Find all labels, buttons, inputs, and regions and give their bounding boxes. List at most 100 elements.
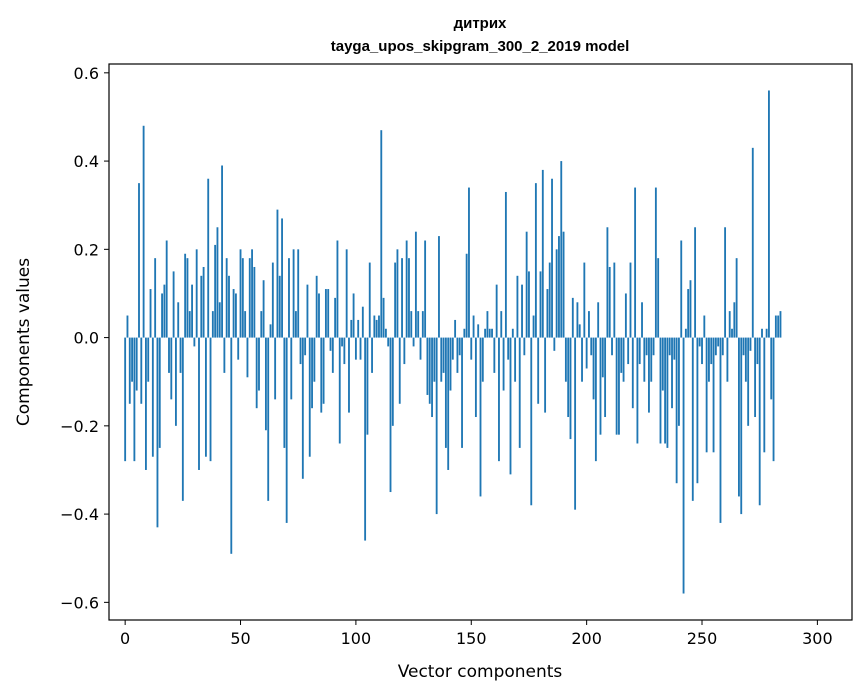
- bar: [634, 187, 637, 338]
- bar: [172, 271, 175, 338]
- bar: [283, 337, 286, 448]
- bar: [523, 337, 526, 356]
- bar: [682, 337, 685, 594]
- bar: [675, 337, 678, 484]
- bar: [687, 289, 690, 338]
- bar: [698, 337, 701, 347]
- bar: [234, 293, 237, 338]
- bar: [629, 262, 632, 338]
- bar: [756, 337, 759, 365]
- bar: [555, 249, 558, 338]
- bar: [258, 337, 260, 391]
- y-tick-label: −0.6: [60, 593, 99, 612]
- bar: [306, 284, 309, 338]
- y-axis-ticks: −0.6 −0.4 −0.2 0.0 0.2 0.4 0.6: [60, 64, 109, 612]
- bar: [657, 258, 660, 338]
- bar: [230, 337, 233, 554]
- bar: [694, 227, 697, 338]
- x-tick-label: 100: [341, 629, 372, 648]
- x-axis-ticks: 0 50 100 150 200 250 300: [120, 620, 833, 648]
- bars-group: [124, 90, 782, 594]
- bar: [142, 125, 145, 338]
- bar: [491, 328, 493, 338]
- bar: [719, 337, 722, 523]
- bar: [204, 337, 207, 457]
- bar: [391, 337, 394, 426]
- bar: [431, 337, 433, 418]
- bar: [742, 337, 745, 356]
- bar: [696, 337, 699, 484]
- bar: [500, 311, 503, 338]
- bar: [502, 337, 505, 391]
- bar: [255, 337, 258, 409]
- bar: [133, 337, 136, 462]
- bar: [749, 337, 752, 351]
- bar: [733, 302, 736, 338]
- bar: [638, 337, 641, 365]
- bar: [193, 337, 196, 347]
- bar: [186, 258, 189, 338]
- bar: [315, 275, 318, 338]
- bar: [558, 236, 560, 338]
- bar: [511, 328, 514, 338]
- bar: [168, 337, 170, 373]
- bar: [507, 337, 510, 360]
- bar: [705, 337, 708, 453]
- bar: [378, 315, 380, 338]
- bar: [564, 337, 567, 382]
- bar: [232, 289, 235, 338]
- bar: [124, 337, 127, 462]
- bar: [161, 293, 163, 338]
- bar: [666, 337, 669, 448]
- bar: [438, 236, 440, 338]
- y-tick-label: 0.6: [74, 64, 99, 83]
- bar: [181, 337, 184, 501]
- bar: [576, 302, 579, 338]
- bar: [569, 337, 572, 440]
- bar: [191, 284, 193, 338]
- bar: [290, 337, 293, 400]
- bar: [758, 337, 761, 506]
- bar: [401, 258, 403, 338]
- bar: [724, 227, 727, 338]
- bar: [474, 337, 477, 418]
- bar: [151, 337, 154, 457]
- plot-frame: [108, 63, 853, 621]
- bar: [447, 337, 450, 470]
- bar: [218, 302, 221, 338]
- bar: [324, 289, 327, 338]
- bar: [530, 337, 533, 506]
- bar: [260, 311, 263, 338]
- bar: [456, 337, 459, 373]
- bar: [336, 240, 339, 338]
- bar: [588, 311, 590, 338]
- bar: [735, 258, 738, 338]
- bar: [327, 289, 330, 338]
- bar: [188, 311, 191, 338]
- bar: [380, 130, 383, 338]
- bar: [754, 337, 757, 418]
- bar: [498, 337, 500, 462]
- bar: [200, 275, 203, 338]
- bar: [174, 337, 177, 426]
- bar: [673, 337, 676, 360]
- bar: [198, 337, 200, 470]
- bar: [708, 337, 710, 382]
- bar: [396, 249, 399, 338]
- bar: [435, 337, 438, 515]
- bar: [712, 337, 715, 453]
- x-tick-label: 150: [456, 629, 487, 648]
- bar: [179, 337, 182, 373]
- bar: [585, 337, 588, 369]
- bar: [294, 311, 297, 338]
- bar: [479, 337, 482, 497]
- bar: [246, 337, 249, 378]
- bar: [253, 266, 256, 338]
- bar: [251, 249, 253, 338]
- bar: [352, 293, 355, 338]
- bar: [495, 284, 498, 338]
- bar: [562, 231, 565, 338]
- bar: [442, 337, 445, 373]
- bar: [140, 337, 143, 404]
